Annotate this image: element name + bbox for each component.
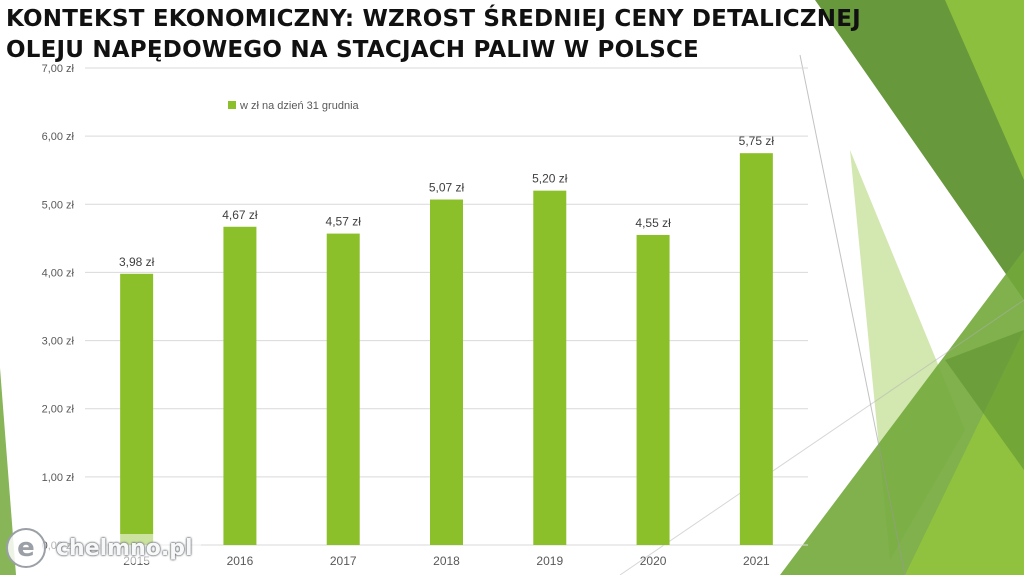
deco-thin-line-2 (619, 299, 1024, 575)
bar-2016 (223, 226, 257, 545)
slide-title-line-2: OLEJU NAPĘDOWEGO NA STACJACH PALIW W POL… (6, 37, 699, 63)
y-tick-label: 5,00 zł (42, 199, 75, 211)
bar-2015 (120, 273, 154, 545)
deco-top-right-bright (945, 0, 1024, 180)
watermark-logo-icon: e (6, 528, 46, 568)
data-label-2018: 5,07 zł (429, 181, 465, 195)
data-label-2015: 3,98 zł (119, 255, 155, 269)
watermark-text: chelmno.pl (48, 533, 201, 563)
data-label-2020: 4,55 zł (635, 216, 671, 230)
y-tick-label: 6,00 zł (42, 131, 75, 143)
x-tick-label-2016: 2016 (227, 554, 254, 568)
data-label-2017: 4,57 zł (326, 215, 362, 229)
y-tick-label: 7,00 zł (42, 63, 75, 75)
y-tick-label: 3,00 zł (42, 336, 75, 348)
x-tick-label-2021: 2021 (743, 554, 770, 568)
deco-bottom-right-dark (945, 330, 1024, 470)
deco-thin-line-1 (799, 54, 906, 575)
bar-2019 (533, 190, 567, 545)
bar-2021 (739, 153, 773, 545)
x-tick-label-2019: 2019 (536, 554, 563, 568)
legend-swatch (228, 101, 236, 109)
deco-top-right-dark (815, 0, 1024, 300)
y-tick-label: 4,00 zł (42, 267, 75, 279)
data-label-2021: 5,75 zł (739, 134, 775, 148)
slide-title-line-1: KONTEKST EKONOMICZNY: WZROST ŚREDNIEJ CE… (6, 6, 861, 32)
bar-2020 (636, 234, 670, 545)
bar-2017 (326, 233, 360, 545)
slide-title: KONTEKST EKONOMICZNY: WZROST ŚREDNIEJ CE… (6, 4, 861, 66)
bar-2018 (430, 199, 463, 545)
y-tick-label: 2,00 zł (42, 404, 75, 416)
legend-label: w zł na dzień 31 grudnia (239, 100, 360, 112)
x-tick-label-2017: 2017 (330, 554, 357, 568)
x-tick-label-2018: 2018 (433, 554, 460, 568)
data-label-2019: 5,20 zł (532, 172, 568, 186)
x-tick-label-2020: 2020 (640, 554, 667, 568)
watermark: e chelmno.pl (6, 528, 201, 568)
deco-left-sliver (0, 368, 16, 575)
y-tick-label: 1,00 zł (42, 472, 75, 484)
data-label-2016: 4,67 zł (222, 208, 258, 222)
